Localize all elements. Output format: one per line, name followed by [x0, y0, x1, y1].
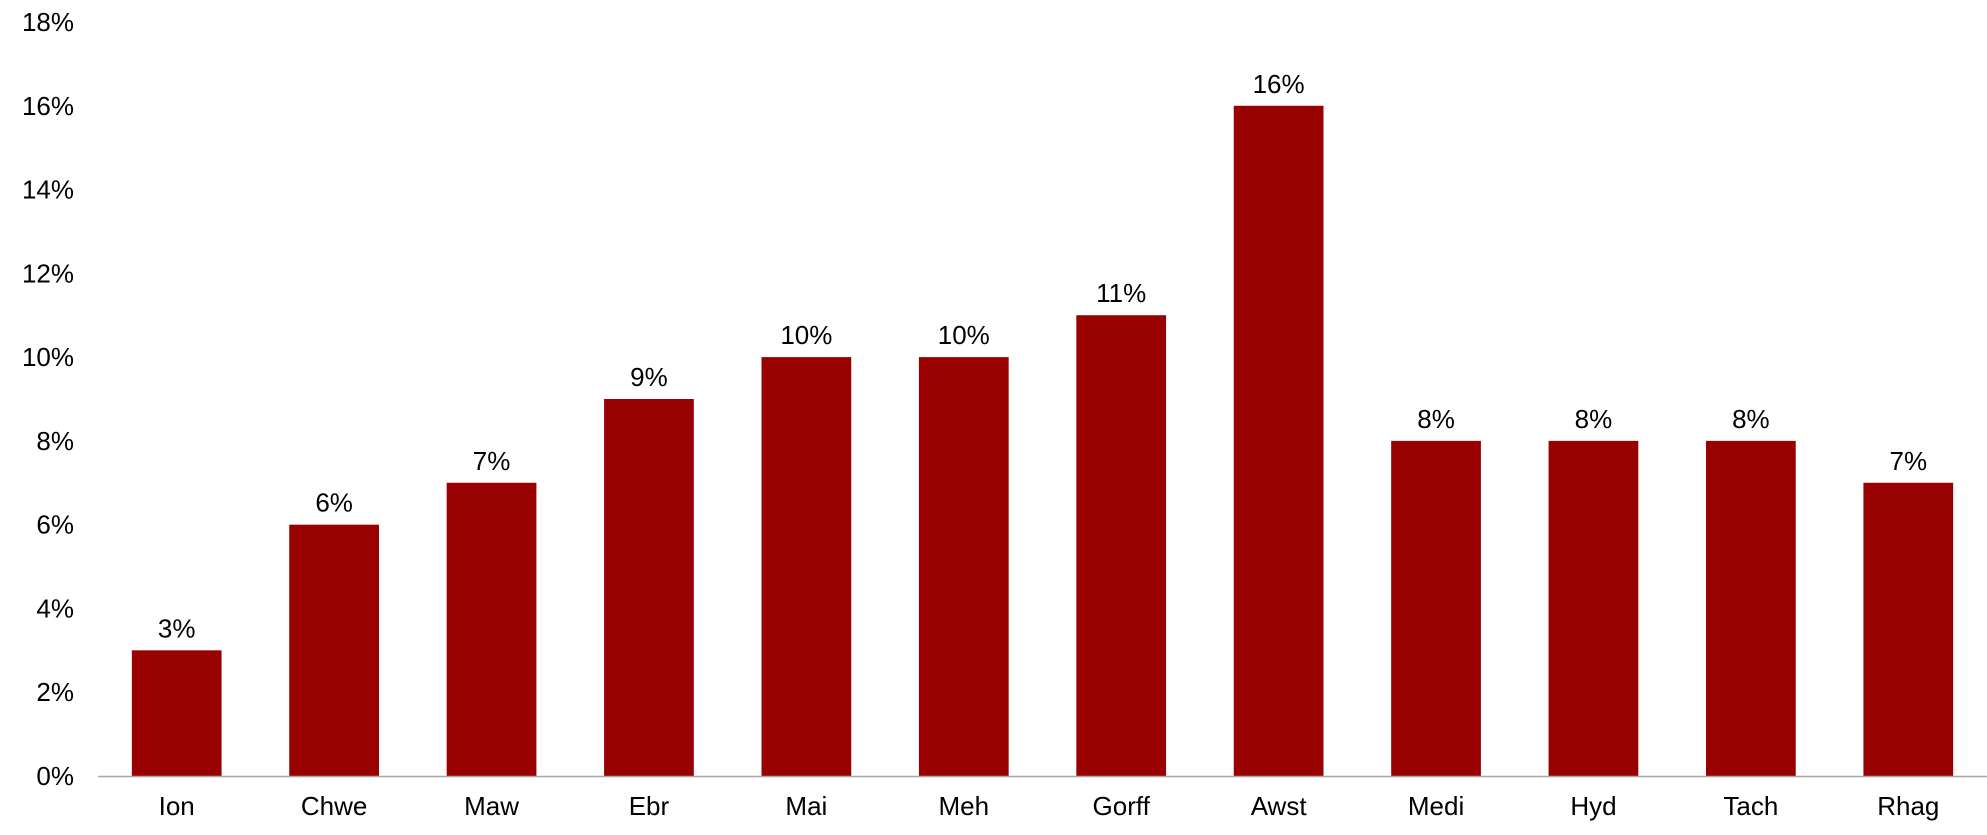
x-tick-label: Mai: [785, 791, 827, 821]
data-label: 11%: [1096, 278, 1146, 308]
bar: [1233, 105, 1324, 776]
x-tick-label: Tach: [1723, 791, 1778, 821]
x-tick-label: Meh: [939, 791, 990, 821]
bar: [604, 399, 694, 776]
bar: [761, 357, 852, 776]
bar: [1391, 440, 1481, 776]
data-label: 10%: [938, 320, 990, 350]
x-axis-category-labels: Ion Chwe Maw Ebr Mai Meh Gorff Awst Medi Hyd Tach R…: [159, 791, 1940, 821]
y-tick-label: 14%: [22, 175, 74, 205]
data-label: 9%: [630, 362, 668, 392]
data-labels: 3% 6% 7% 9% 10% 10% 11% 16% 8% 8% 8% 7%: [158, 69, 1927, 644]
y-tick-label: 10%: [22, 342, 74, 372]
bar: [918, 357, 1009, 776]
data-label: 8%: [1732, 404, 1770, 434]
data-label: 7%: [1890, 446, 1928, 476]
y-tick-label: 12%: [22, 258, 74, 288]
data-label: 8%: [1417, 404, 1455, 434]
x-tick-label: Awst: [1251, 791, 1308, 821]
x-tick-label: Rhag: [1877, 791, 1939, 821]
bar: [1548, 440, 1639, 776]
x-tick-label: Ion: [159, 791, 195, 821]
y-tick-label: 8%: [36, 426, 74, 456]
x-tick-label: Ebr: [629, 791, 670, 821]
x-tick-label: Hyd: [1570, 791, 1616, 821]
data-label: 10%: [780, 320, 832, 350]
y-axis-tick-labels: 0% 2% 4% 6% 8% 10% 12% 14% 16% 18%: [22, 7, 74, 791]
data-label: 7%: [473, 446, 511, 476]
x-tick-label: Maw: [464, 791, 519, 821]
bar: [1863, 482, 1954, 776]
y-tick-label: 0%: [36, 761, 74, 791]
bar: [446, 482, 537, 776]
data-label: 3%: [158, 613, 196, 643]
bar: [1076, 315, 1167, 776]
y-tick-label: 16%: [22, 91, 74, 121]
x-tick-label: Chwe: [301, 791, 367, 821]
y-tick-label: 6%: [36, 510, 74, 540]
y-tick-label: 18%: [22, 7, 74, 37]
bar: [131, 650, 222, 776]
data-label: 8%: [1575, 404, 1613, 434]
y-tick-label: 2%: [36, 677, 74, 707]
bar: [1706, 440, 1796, 776]
x-tick-label: Medi: [1408, 791, 1464, 821]
data-label: 6%: [315, 488, 353, 518]
data-label: 16%: [1253, 69, 1305, 99]
bar-series: [131, 105, 1954, 776]
x-tick-label: Gorff: [1093, 791, 1151, 821]
y-tick-label: 4%: [36, 593, 74, 623]
bar: [289, 524, 379, 776]
